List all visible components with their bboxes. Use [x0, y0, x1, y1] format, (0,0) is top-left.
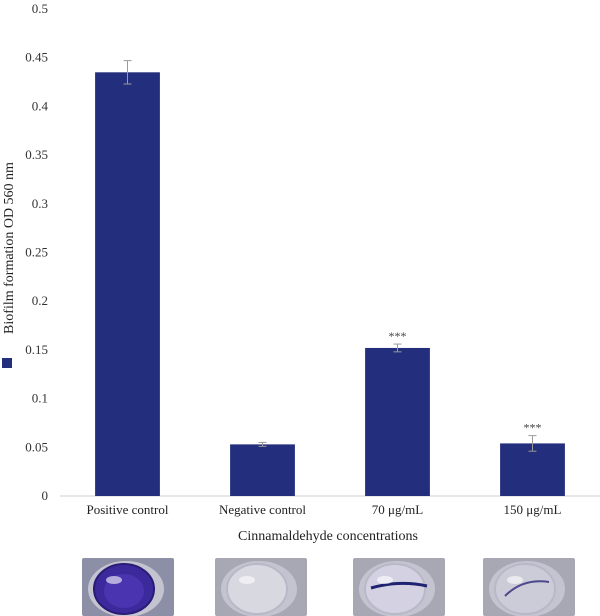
y-tick-label: 0.25 [25, 245, 48, 260]
y-tick-label: 0.35 [25, 147, 48, 162]
significance-label: *** [389, 329, 407, 343]
bar [500, 443, 565, 496]
y-tick-label: 0.05 [25, 439, 48, 454]
well-thumbnail [483, 558, 575, 616]
y-tick-label: 0.5 [32, 1, 48, 16]
x-axis-tick-labels: Positive control Negative control 70 μg/mL… [87, 502, 562, 517]
bar [230, 444, 295, 496]
y-tick-label: 0.4 [32, 98, 49, 113]
x-axis-title: Cinnamaldehyde concentrations [238, 529, 418, 544]
y-axis-title: Biofilm formation OD 560 nm [2, 162, 17, 334]
x-tick-label: Positive control [87, 502, 169, 517]
bar-chart: 0 0.05 0.1 0.15 0.2 0.25 0.3 0.35 0.4 0.45 0.5 ***… [2, 1, 600, 544]
well-thumbnail [82, 558, 174, 616]
bars: *** *** [95, 60, 565, 496]
bar [365, 347, 430, 496]
legend-swatch [2, 358, 12, 368]
x-tick-label: 150 μg/mL [504, 502, 562, 517]
y-tick-label: 0.3 [32, 196, 48, 211]
y-tick-label: 0.1 [32, 391, 48, 406]
x-tick-label: Negative control [219, 502, 306, 517]
well-thumbnail [215, 558, 307, 616]
bar [95, 72, 160, 496]
y-tick-label: 0 [42, 488, 49, 503]
y-tick-label: 0.15 [25, 342, 48, 357]
y-axis-ticks: 0 0.05 0.1 0.15 0.2 0.25 0.3 0.35 0.4 0.45 0.5 [25, 1, 48, 503]
x-tick-label: 70 μg/mL [372, 502, 423, 517]
y-tick-label: 0.45 [25, 50, 48, 65]
significance-label: *** [524, 421, 542, 435]
well-thumbnail [353, 558, 445, 616]
y-tick-label: 0.2 [32, 293, 48, 308]
